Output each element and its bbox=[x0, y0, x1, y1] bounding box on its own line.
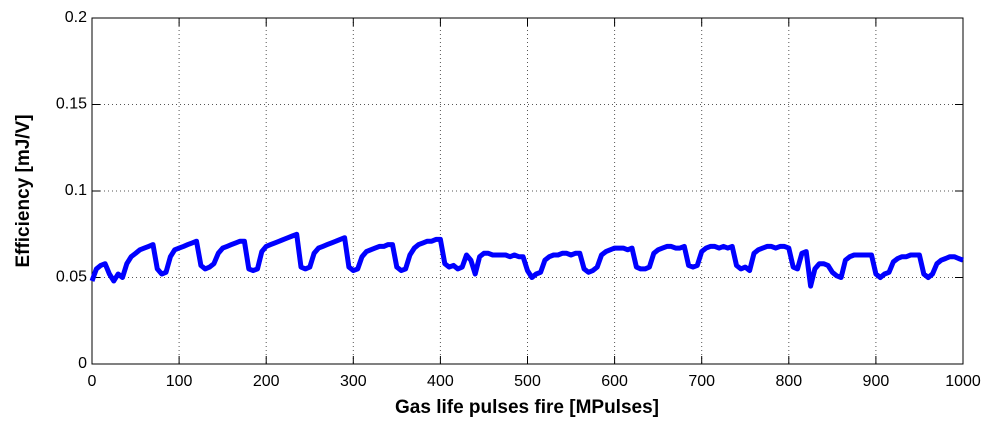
x-tick-label: 100 bbox=[166, 373, 193, 390]
y-tick-label: 0.1 bbox=[65, 182, 87, 199]
x-tick-label: 0 bbox=[88, 373, 97, 390]
x-tick-label: 500 bbox=[514, 373, 541, 390]
x-tick-label: 1000 bbox=[945, 373, 981, 390]
x-axis-title: Gas life pulses fire [MPulses] bbox=[395, 397, 659, 418]
y-axis-title: Efficiency [mJ/V] bbox=[13, 114, 34, 267]
y-tick-label: 0.2 bbox=[65, 9, 87, 26]
x-tick-label: 800 bbox=[775, 373, 802, 390]
x-tick-label: 200 bbox=[253, 373, 280, 390]
data-line bbox=[89, 231, 964, 289]
y-tick-label: 0.05 bbox=[56, 269, 87, 286]
x-tick-label: 400 bbox=[427, 373, 454, 390]
x-tick-label: 700 bbox=[688, 373, 715, 390]
y-tick-label: 0 bbox=[78, 355, 87, 372]
y-tick-label: 0.15 bbox=[56, 96, 87, 113]
axes-box bbox=[91, 17, 964, 365]
x-tick-label: 300 bbox=[340, 373, 367, 390]
x-tick-label: 900 bbox=[863, 373, 890, 390]
x-tick-label: 600 bbox=[601, 373, 628, 390]
